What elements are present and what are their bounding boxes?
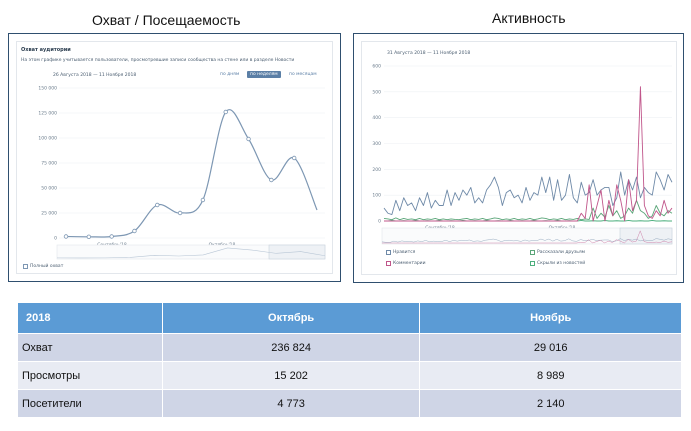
- reach-legend-label: Полный охват: [30, 264, 64, 269]
- legend-item-likes[interactable]: Нравится: [386, 250, 415, 255]
- legend-label: Скрыли из новостей: [537, 261, 586, 266]
- checkbox-icon[interactable]: [530, 261, 535, 266]
- data-point: [155, 202, 160, 208]
- y-tick-label: 50 000: [41, 186, 57, 192]
- y-tick-label: 150 000: [38, 86, 57, 92]
- overview-line: [382, 230, 673, 244]
- table-row: Просмотры 15 202 8 989: [17, 361, 682, 390]
- reach-line-chart: 0 25 000 50 000 75 000 100 000 125 000 150 000…: [38, 86, 326, 260]
- reach-date-range[interactable]: 26 Августа 2018 — 11 Ноября 2018: [53, 73, 137, 78]
- row-label: Просмотры: [17, 361, 163, 390]
- data-point: [269, 177, 274, 183]
- stats-table: 2018 Октябрь Ноябрь Охват 236 824 29 016…: [17, 302, 682, 418]
- cell-value: 236 824: [161, 333, 421, 362]
- data-point: [200, 197, 206, 203]
- by-month-button[interactable]: по месяцам: [289, 72, 317, 77]
- y-tick-label: 0: [378, 219, 381, 225]
- activity-date-range[interactable]: 31 Августа 2018 — 11 Ноября 2018: [387, 51, 471, 56]
- y-tick-label: 600: [372, 64, 381, 70]
- overview-line: [56, 247, 326, 259]
- data-point: [291, 155, 297, 161]
- legend-item-shares[interactable]: Рассказали друзьям: [530, 250, 585, 255]
- data-point: [109, 234, 114, 239]
- header-october: Октябрь: [161, 302, 421, 334]
- header-year: 2018: [17, 302, 163, 334]
- legend-label: Нравится: [393, 250, 416, 255]
- data-point: [246, 136, 251, 142]
- legend-label: Рассказали друзьям: [537, 250, 586, 255]
- legend-item-comments[interactable]: Комментарии: [386, 261, 426, 266]
- by-day-button[interactable]: по дням: [220, 72, 240, 77]
- overview-line: [381, 238, 673, 243]
- cell-value: 4 773: [161, 389, 421, 418]
- reach-chart-card: Охват аудитории На этом графике учитывае…: [16, 41, 333, 274]
- y-tick-label: 300: [372, 141, 381, 147]
- series-line: [384, 86, 673, 222]
- activity-heading: Активность: [492, 10, 566, 26]
- row-label: Посетители: [17, 389, 163, 418]
- by-week-button[interactable]: по неделям: [247, 71, 281, 78]
- activity-panel: 31 Августа 2018 — 11 Ноября 2018 0 100 200…: [353, 33, 684, 283]
- y-tick-label: 100: [372, 193, 381, 199]
- y-tick-label: 400: [372, 115, 381, 121]
- header-november: Ноябрь: [419, 302, 682, 334]
- y-tick-label: 500: [372, 89, 381, 95]
- data-point: [86, 234, 92, 239]
- cell-value: 8 989: [419, 361, 682, 390]
- data-point: [177, 210, 183, 216]
- series-line: [383, 199, 673, 221]
- table-header-row: 2018 Октябрь Ноябрь: [17, 302, 682, 334]
- reach-chart-description: На этом графике учитывается пользователи…: [21, 58, 295, 63]
- legend-item-hidden[interactable]: Скрыли из новостей: [530, 261, 585, 266]
- data-point: [63, 234, 69, 239]
- cell-value: 2 140: [419, 389, 682, 418]
- y-tick-label: 125 000: [38, 111, 57, 117]
- checkbox-icon[interactable]: [386, 250, 391, 255]
- reach-series-line: [65, 109, 318, 238]
- table-row: Посетители 4 773 2 140: [17, 389, 682, 418]
- checkbox-icon[interactable]: [530, 250, 535, 255]
- legend-label: Комментарии: [393, 261, 426, 266]
- data-point: [132, 228, 137, 234]
- y-tick-label: 100 000: [38, 136, 57, 142]
- y-tick-label: 25 000: [41, 211, 57, 217]
- y-tick-label: 0: [54, 236, 57, 242]
- reach-heading: Охват / Посещаемость: [92, 12, 241, 28]
- checkbox-icon[interactable]: [386, 261, 391, 266]
- activity-chart-card: 31 Августа 2018 — 11 Ноября 2018 0 100 200…: [361, 41, 677, 275]
- cell-value: 29 016: [419, 333, 682, 362]
- overview-selection: [619, 227, 673, 245]
- reach-chart-title: Охват аудитории: [21, 47, 71, 53]
- table-row: Охват 236 824 29 016: [17, 333, 682, 362]
- y-tick-label: 75 000: [41, 161, 57, 167]
- reach-panel: Охват аудитории На этом графике учитывае…: [8, 33, 341, 282]
- data-point: [223, 109, 228, 115]
- reach-legend[interactable]: Полный охват: [23, 264, 63, 269]
- series-line: [383, 171, 673, 215]
- row-label: Охват: [17, 333, 163, 362]
- cell-value: 15 202: [161, 361, 421, 390]
- checkbox-icon[interactable]: [23, 264, 28, 269]
- y-tick-label: 200: [372, 167, 381, 173]
